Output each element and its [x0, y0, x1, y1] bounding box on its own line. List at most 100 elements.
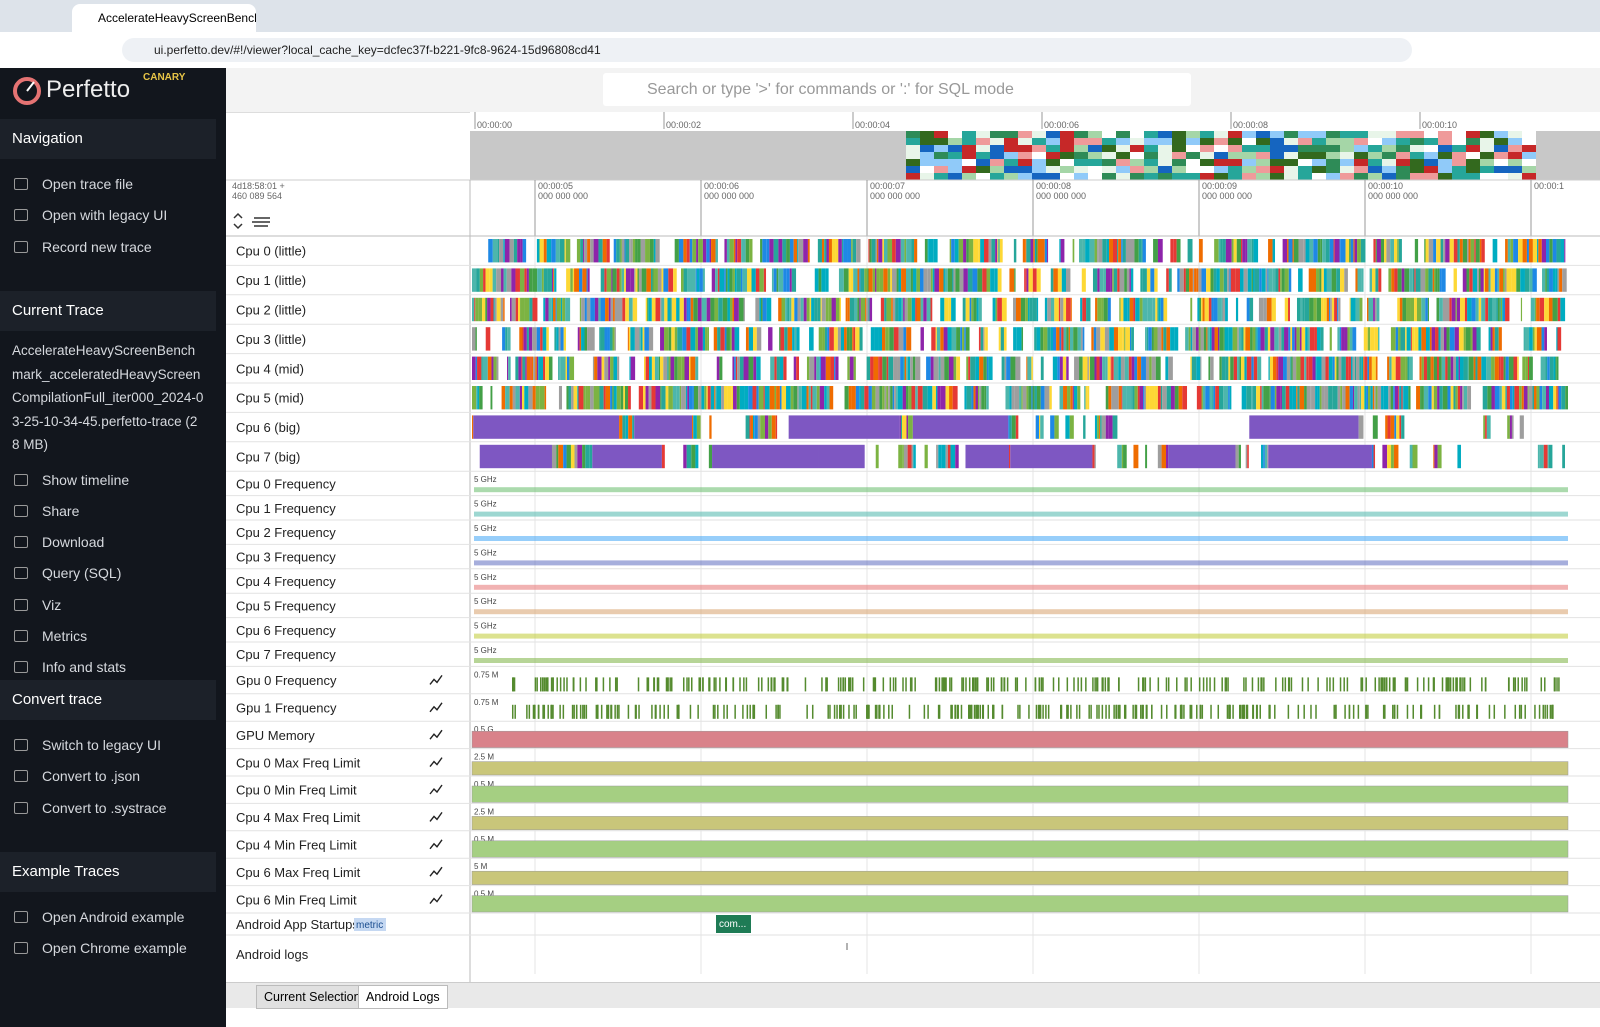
slice	[546, 239, 552, 263]
track-name: Cpu 3 Frequency	[236, 550, 336, 565]
slice	[917, 386, 923, 410]
menu-item[interactable]: Viz	[0, 590, 216, 621]
menu-item[interactable]: Metrics	[0, 621, 216, 652]
slice	[1334, 239, 1340, 263]
gpu-bar	[941, 677, 943, 692]
menu-item[interactable]: Open trace file	[0, 169, 216, 200]
search-box[interactable]: Search or type '>' for commands or ':' f…	[603, 73, 1191, 106]
menu-item[interactable]: Open Chrome example	[0, 933, 216, 964]
overview-cell	[920, 145, 934, 152]
overview-cell	[1172, 166, 1186, 173]
gpu-bar	[934, 677, 937, 692]
slice	[1057, 356, 1060, 380]
overview-cell	[1298, 166, 1312, 173]
menu-item[interactable]: Record new trace	[0, 232, 216, 263]
gpu-bar	[1392, 677, 1395, 692]
slice	[1507, 239, 1511, 263]
slice	[1407, 356, 1410, 380]
section-title[interactable]: Example Traces	[0, 852, 216, 892]
slice	[1069, 327, 1074, 351]
slice	[1268, 356, 1270, 380]
overview-cell	[1228, 173, 1242, 180]
overview-cell	[1060, 131, 1074, 138]
gpu-bar	[949, 677, 951, 692]
gpu-bar	[610, 704, 613, 719]
slice	[1372, 386, 1375, 410]
slice	[1494, 386, 1500, 410]
slice	[556, 297, 561, 322]
overview-cell	[976, 159, 990, 166]
track-name: Android logs	[236, 947, 309, 962]
gpu-bar	[583, 704, 586, 719]
slice	[576, 239, 581, 263]
slice	[1054, 415, 1059, 439]
slice	[1265, 268, 1268, 292]
slice	[1200, 356, 1202, 380]
overview-cell	[1116, 166, 1130, 173]
slice	[1125, 239, 1131, 263]
section-title[interactable]: Convert trace	[0, 680, 216, 720]
menu-item[interactable]: Open with legacy UI	[0, 200, 216, 231]
gpu-bar	[1058, 677, 1060, 692]
slice	[640, 239, 646, 263]
overview-cell	[1186, 173, 1200, 180]
slice	[773, 268, 777, 292]
track-name: Cpu 7 Frequency	[236, 647, 336, 662]
logo	[13, 77, 41, 105]
slice	[629, 356, 631, 380]
slice	[1357, 239, 1361, 263]
slice	[472, 356, 476, 380]
slice	[548, 297, 552, 322]
slice	[710, 297, 715, 322]
gpu-bar	[573, 677, 575, 692]
chart-icon	[429, 894, 443, 905]
slice	[1058, 297, 1061, 322]
menu-item[interactable]: Download	[0, 527, 216, 558]
slice	[749, 415, 751, 439]
slice	[1289, 386, 1293, 410]
section-title[interactable]: Current Trace	[0, 291, 216, 331]
slice	[1238, 444, 1241, 469]
menu-item[interactable]: Convert to .json	[0, 761, 216, 792]
slice	[1133, 444, 1139, 469]
slice	[1292, 327, 1295, 351]
menu-item[interactable]: Query (SQL)	[0, 558, 216, 589]
menu-item[interactable]: Show timeline	[0, 465, 216, 496]
gpu-bar	[1448, 677, 1450, 692]
menu-item[interactable]: Switch to legacy UI	[0, 730, 216, 761]
menu-item[interactable]: Share	[0, 496, 216, 527]
overview-cell	[1480, 152, 1494, 159]
url[interactable]: ui.perfetto.dev/#!/viewer?local_cache_ke…	[122, 38, 1412, 62]
slice	[1105, 356, 1108, 380]
slice	[1385, 415, 1388, 439]
slice	[1266, 297, 1272, 322]
slice	[1113, 268, 1118, 292]
slice	[920, 297, 924, 322]
slice	[1177, 268, 1180, 292]
menu-item[interactable]: Info and stats	[0, 652, 216, 683]
scale-label: 0.5 G	[474, 725, 494, 734]
slice	[1284, 268, 1289, 292]
section-title[interactable]: Navigation	[0, 119, 216, 159]
slice	[847, 356, 850, 380]
slice	[509, 239, 514, 263]
menu-item[interactable]: Convert to .systrace	[0, 793, 216, 824]
slice	[532, 327, 537, 351]
overview-cell	[1228, 131, 1242, 138]
slice	[628, 386, 631, 410]
slice	[1431, 386, 1434, 410]
browser-tab[interactable]: AccelerateHeavyScreenBench	[72, 4, 256, 32]
bottom-tab[interactable]: Android Logs	[358, 985, 448, 1009]
slice	[835, 239, 839, 263]
slice	[806, 356, 810, 380]
overview-cell	[1382, 159, 1396, 166]
overview-cell	[1452, 166, 1466, 173]
slice	[620, 239, 622, 263]
menu-item[interactable]: Open Android example	[0, 902, 216, 933]
overview-cell	[1200, 152, 1214, 159]
slice	[1394, 386, 1399, 410]
bottom-tab[interactable]: Current Selection	[256, 985, 369, 1009]
slice	[500, 297, 504, 322]
gpu-bar	[1352, 704, 1355, 719]
slice	[1354, 386, 1358, 410]
